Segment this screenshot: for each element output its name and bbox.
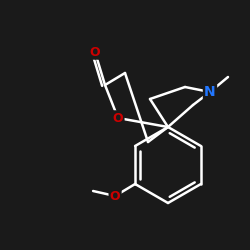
Text: O: O — [110, 190, 120, 202]
Text: O: O — [113, 112, 123, 124]
Text: O: O — [90, 46, 100, 59]
Text: N: N — [204, 85, 216, 99]
